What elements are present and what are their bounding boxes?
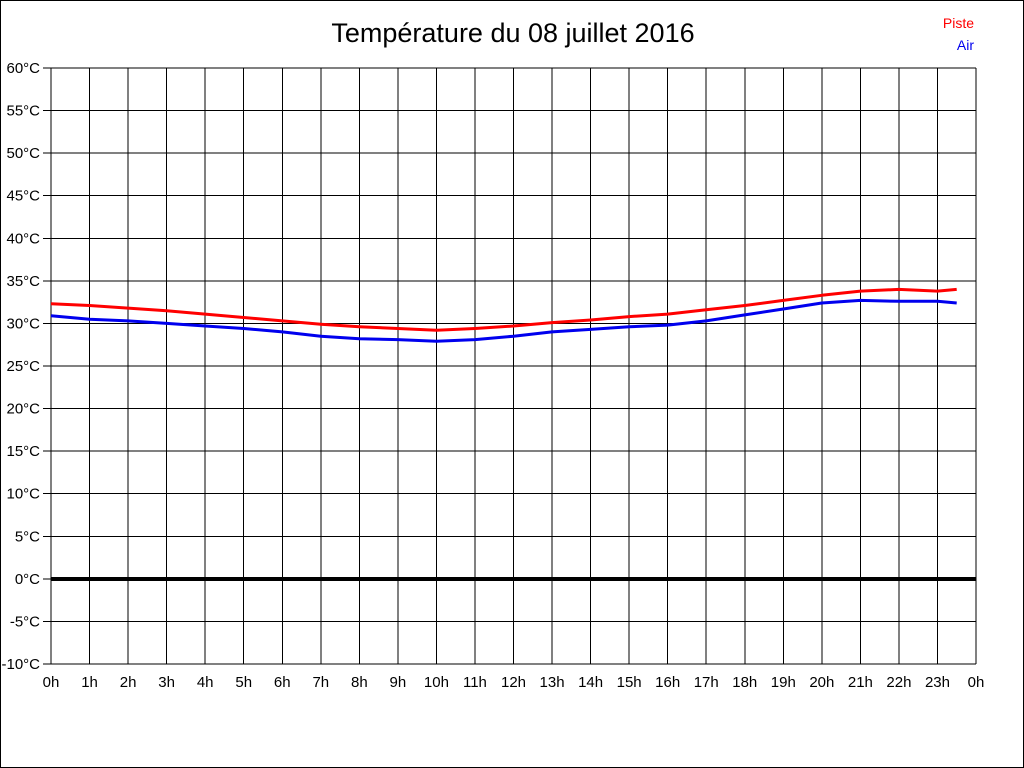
x-tick-label: 18h <box>732 674 757 691</box>
y-tick-label: 15°C <box>6 443 40 460</box>
y-tick-label: 5°C <box>15 528 40 545</box>
x-tick-label: 2h <box>120 674 137 691</box>
x-tick-label: 0h <box>968 674 985 691</box>
x-tick-label: 7h <box>312 674 329 691</box>
y-tick-label: 35°C <box>6 273 40 290</box>
y-tick-label: 40°C <box>6 230 40 247</box>
y-tick-label: 60°C <box>6 60 40 77</box>
x-tick-label: 11h <box>463 674 487 691</box>
y-tick-label: -5°C <box>10 613 40 630</box>
x-tick-label: 20h <box>809 674 834 691</box>
x-tick-label: 15h <box>617 674 642 691</box>
x-tick-label: 6h <box>274 674 291 691</box>
x-tick-label: 13h <box>540 674 565 691</box>
x-tick-label: 1h <box>81 674 98 691</box>
y-tick-label: -10°C <box>1 656 40 673</box>
x-tick-label: 9h <box>390 674 407 691</box>
x-tick-label: 23h <box>925 674 950 691</box>
y-tick-label: 20°C <box>6 401 40 418</box>
piste-line <box>50 287 957 332</box>
y-tick-label: 50°C <box>6 145 40 162</box>
x-tick-label: 12h <box>501 674 526 691</box>
x-tick-label: 5h <box>235 674 252 691</box>
legend-item-piste: Piste <box>942 15 974 31</box>
x-tick-label: 10h <box>424 674 449 691</box>
y-tick-label: 30°C <box>6 315 40 332</box>
x-tick-label: 21h <box>848 674 873 691</box>
x-tick-label: 3h <box>158 674 175 691</box>
y-tick-label: 25°C <box>6 358 40 375</box>
x-tick-label: 0h <box>43 674 60 691</box>
y-tick-label: 55°C <box>6 103 40 120</box>
y-tick-label: 45°C <box>6 188 40 205</box>
x-tick-label: 14h <box>578 674 603 691</box>
x-tick-label: 8h <box>351 674 368 691</box>
air-line <box>50 298 957 343</box>
x-tick-label: 16h <box>655 674 680 691</box>
legend-item-air: Air <box>956 37 974 53</box>
x-tick-label: 19h <box>771 674 796 691</box>
x-tick-label: 17h <box>694 674 719 691</box>
y-tick-label: 0°C <box>15 571 40 588</box>
legend: Piste Air <box>943 12 974 56</box>
y-tick-label: 10°C <box>6 486 40 503</box>
x-tick-label: 22h <box>886 674 911 691</box>
chart-title: Température du 08 juillet 2016 <box>331 18 695 48</box>
x-tick-label: 4h <box>197 674 214 691</box>
